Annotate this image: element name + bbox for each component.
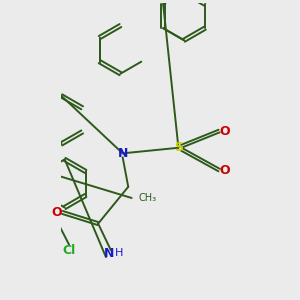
Text: CH₃: CH₃ bbox=[139, 193, 157, 203]
Text: O: O bbox=[51, 206, 62, 219]
Text: Cl: Cl bbox=[62, 244, 76, 257]
Text: S: S bbox=[174, 141, 183, 154]
Text: N: N bbox=[104, 247, 115, 260]
Text: O: O bbox=[220, 164, 230, 177]
Text: H: H bbox=[115, 248, 123, 258]
Text: O: O bbox=[220, 124, 230, 137]
Text: N: N bbox=[118, 147, 128, 160]
